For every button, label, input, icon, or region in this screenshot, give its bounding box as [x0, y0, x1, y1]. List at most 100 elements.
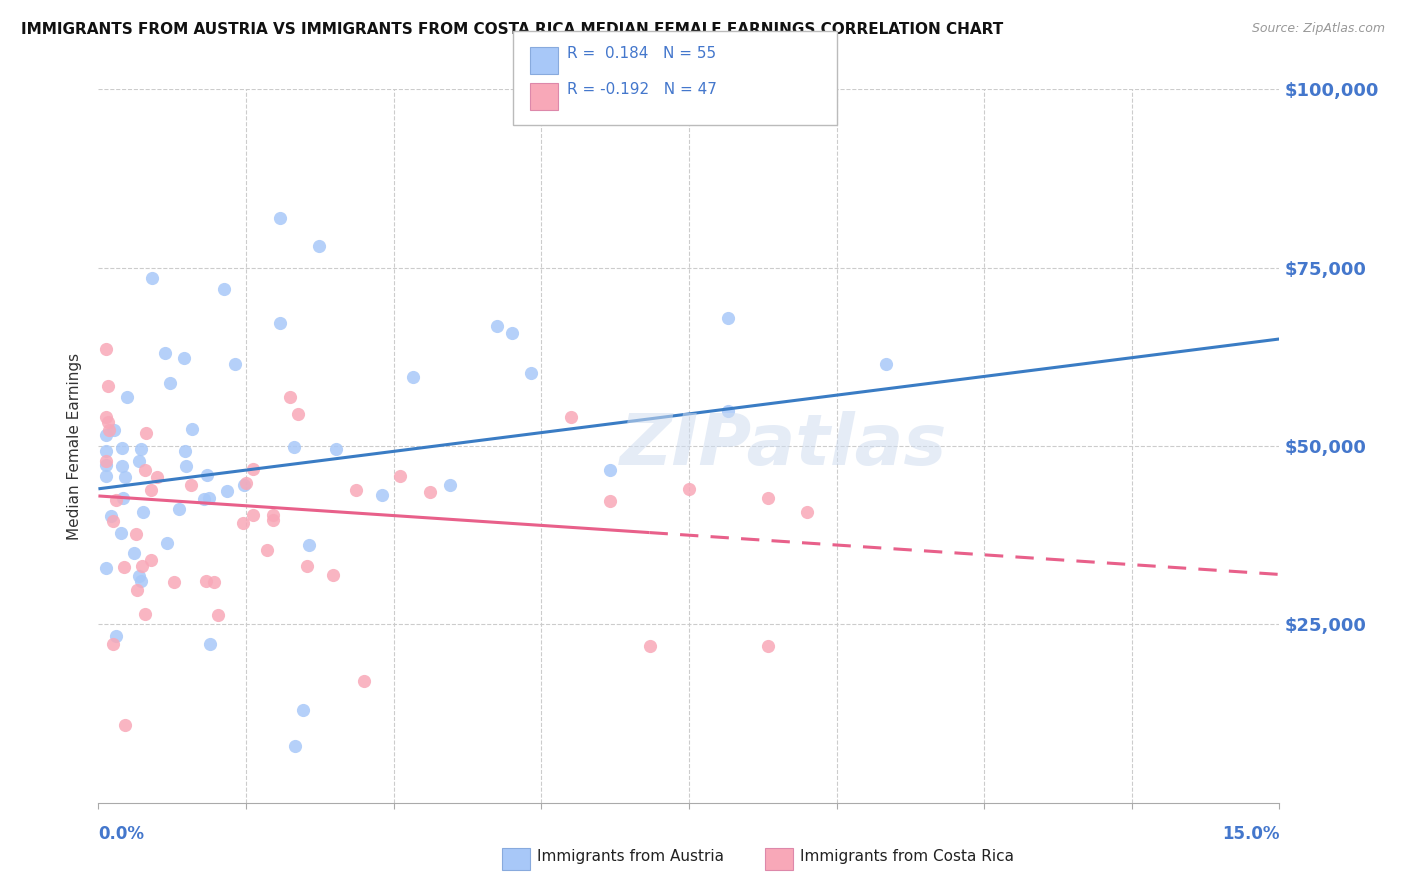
Point: [114, 470, 136, 484]
Point: [96, 453, 118, 467]
Point: [134, 463, 156, 477]
Point: [269, 316, 291, 330]
Point: [322, 567, 344, 582]
Point: [96, 343, 118, 357]
Point: [638, 639, 661, 653]
Text: Immigrants from Austria: Immigrants from Austria: [537, 849, 724, 863]
Text: IMMIGRANTS FROM AUSTRIA VS IMMIGRANTS FROM COSTA RICA MEDIAN FEMALE EARNINGS COR: IMMIGRANTS FROM AUSTRIA VS IMMIGRANTS FR…: [21, 22, 1004, 37]
Point: [159, 376, 181, 391]
Point: [139, 483, 162, 498]
Point: [388, 469, 411, 483]
Point: [128, 569, 150, 583]
Point: [224, 357, 246, 371]
Point: [599, 463, 621, 477]
Point: [269, 211, 291, 225]
Point: [295, 559, 318, 574]
Point: [96, 428, 118, 442]
Point: [145, 469, 167, 483]
Text: 15.0%: 15.0%: [1222, 825, 1279, 843]
Point: [180, 421, 202, 435]
Point: [262, 513, 284, 527]
Point: [131, 505, 153, 519]
Y-axis label: Median Female Earnings: Median Female Earnings: [67, 352, 83, 540]
Point: [520, 366, 543, 380]
Point: [242, 508, 264, 523]
Point: [195, 467, 218, 482]
Point: [105, 493, 128, 508]
Point: [198, 637, 221, 651]
Point: [242, 461, 264, 475]
Point: [127, 582, 149, 597]
Point: [97, 415, 120, 429]
Point: [232, 478, 254, 492]
Point: [678, 482, 700, 496]
Point: [110, 526, 132, 541]
Point: [173, 351, 195, 366]
Point: [215, 483, 238, 498]
Point: [256, 543, 278, 558]
Point: [122, 546, 145, 560]
Point: [298, 538, 321, 552]
Point: [325, 442, 347, 457]
Point: [353, 673, 375, 688]
Point: [195, 574, 218, 588]
Text: Source: ZipAtlas.com: Source: ZipAtlas.com: [1251, 22, 1385, 36]
Point: [287, 407, 309, 421]
Point: [796, 505, 818, 519]
Point: [439, 478, 461, 492]
Text: Immigrants from Costa Rica: Immigrants from Costa Rica: [800, 849, 1014, 863]
Point: [115, 390, 138, 404]
Point: [129, 574, 152, 588]
Point: [125, 526, 148, 541]
Text: ZIPatlas: ZIPatlas: [620, 411, 948, 481]
Point: [155, 346, 177, 360]
Point: [96, 378, 118, 392]
Point: [207, 607, 229, 622]
Point: [96, 409, 118, 424]
Point: [501, 326, 523, 341]
Point: [111, 491, 134, 506]
Point: [96, 458, 118, 472]
Point: [599, 494, 621, 508]
Point: [560, 410, 582, 425]
Point: [131, 442, 153, 456]
Point: [114, 718, 136, 732]
Point: [105, 629, 128, 643]
Point: [156, 536, 179, 550]
Point: [717, 404, 740, 418]
Point: [134, 607, 156, 622]
Point: [128, 454, 150, 468]
Point: [174, 459, 197, 474]
Point: [193, 491, 215, 506]
Point: [278, 390, 301, 404]
Point: [111, 441, 134, 455]
Point: [174, 444, 197, 458]
Point: [96, 469, 118, 483]
Point: [292, 703, 315, 717]
Point: [402, 369, 425, 384]
Point: [100, 509, 122, 524]
Point: [284, 739, 307, 753]
Point: [202, 575, 225, 590]
Point: [111, 459, 134, 474]
Point: [308, 239, 330, 253]
Text: R = -0.192   N = 47: R = -0.192 N = 47: [567, 82, 717, 97]
Point: [262, 508, 284, 523]
Point: [141, 270, 163, 285]
Point: [101, 637, 124, 651]
Point: [283, 441, 305, 455]
Point: [344, 483, 367, 497]
Text: R =  0.184   N = 55: R = 0.184 N = 55: [567, 46, 716, 62]
Point: [96, 561, 118, 575]
Point: [135, 425, 157, 440]
Point: [131, 558, 153, 573]
Point: [98, 423, 121, 437]
Point: [103, 423, 125, 437]
Point: [103, 514, 125, 528]
Point: [163, 575, 186, 590]
Point: [235, 475, 257, 490]
Point: [112, 560, 135, 574]
Point: [419, 485, 441, 500]
Point: [371, 488, 394, 502]
Point: [232, 516, 254, 530]
